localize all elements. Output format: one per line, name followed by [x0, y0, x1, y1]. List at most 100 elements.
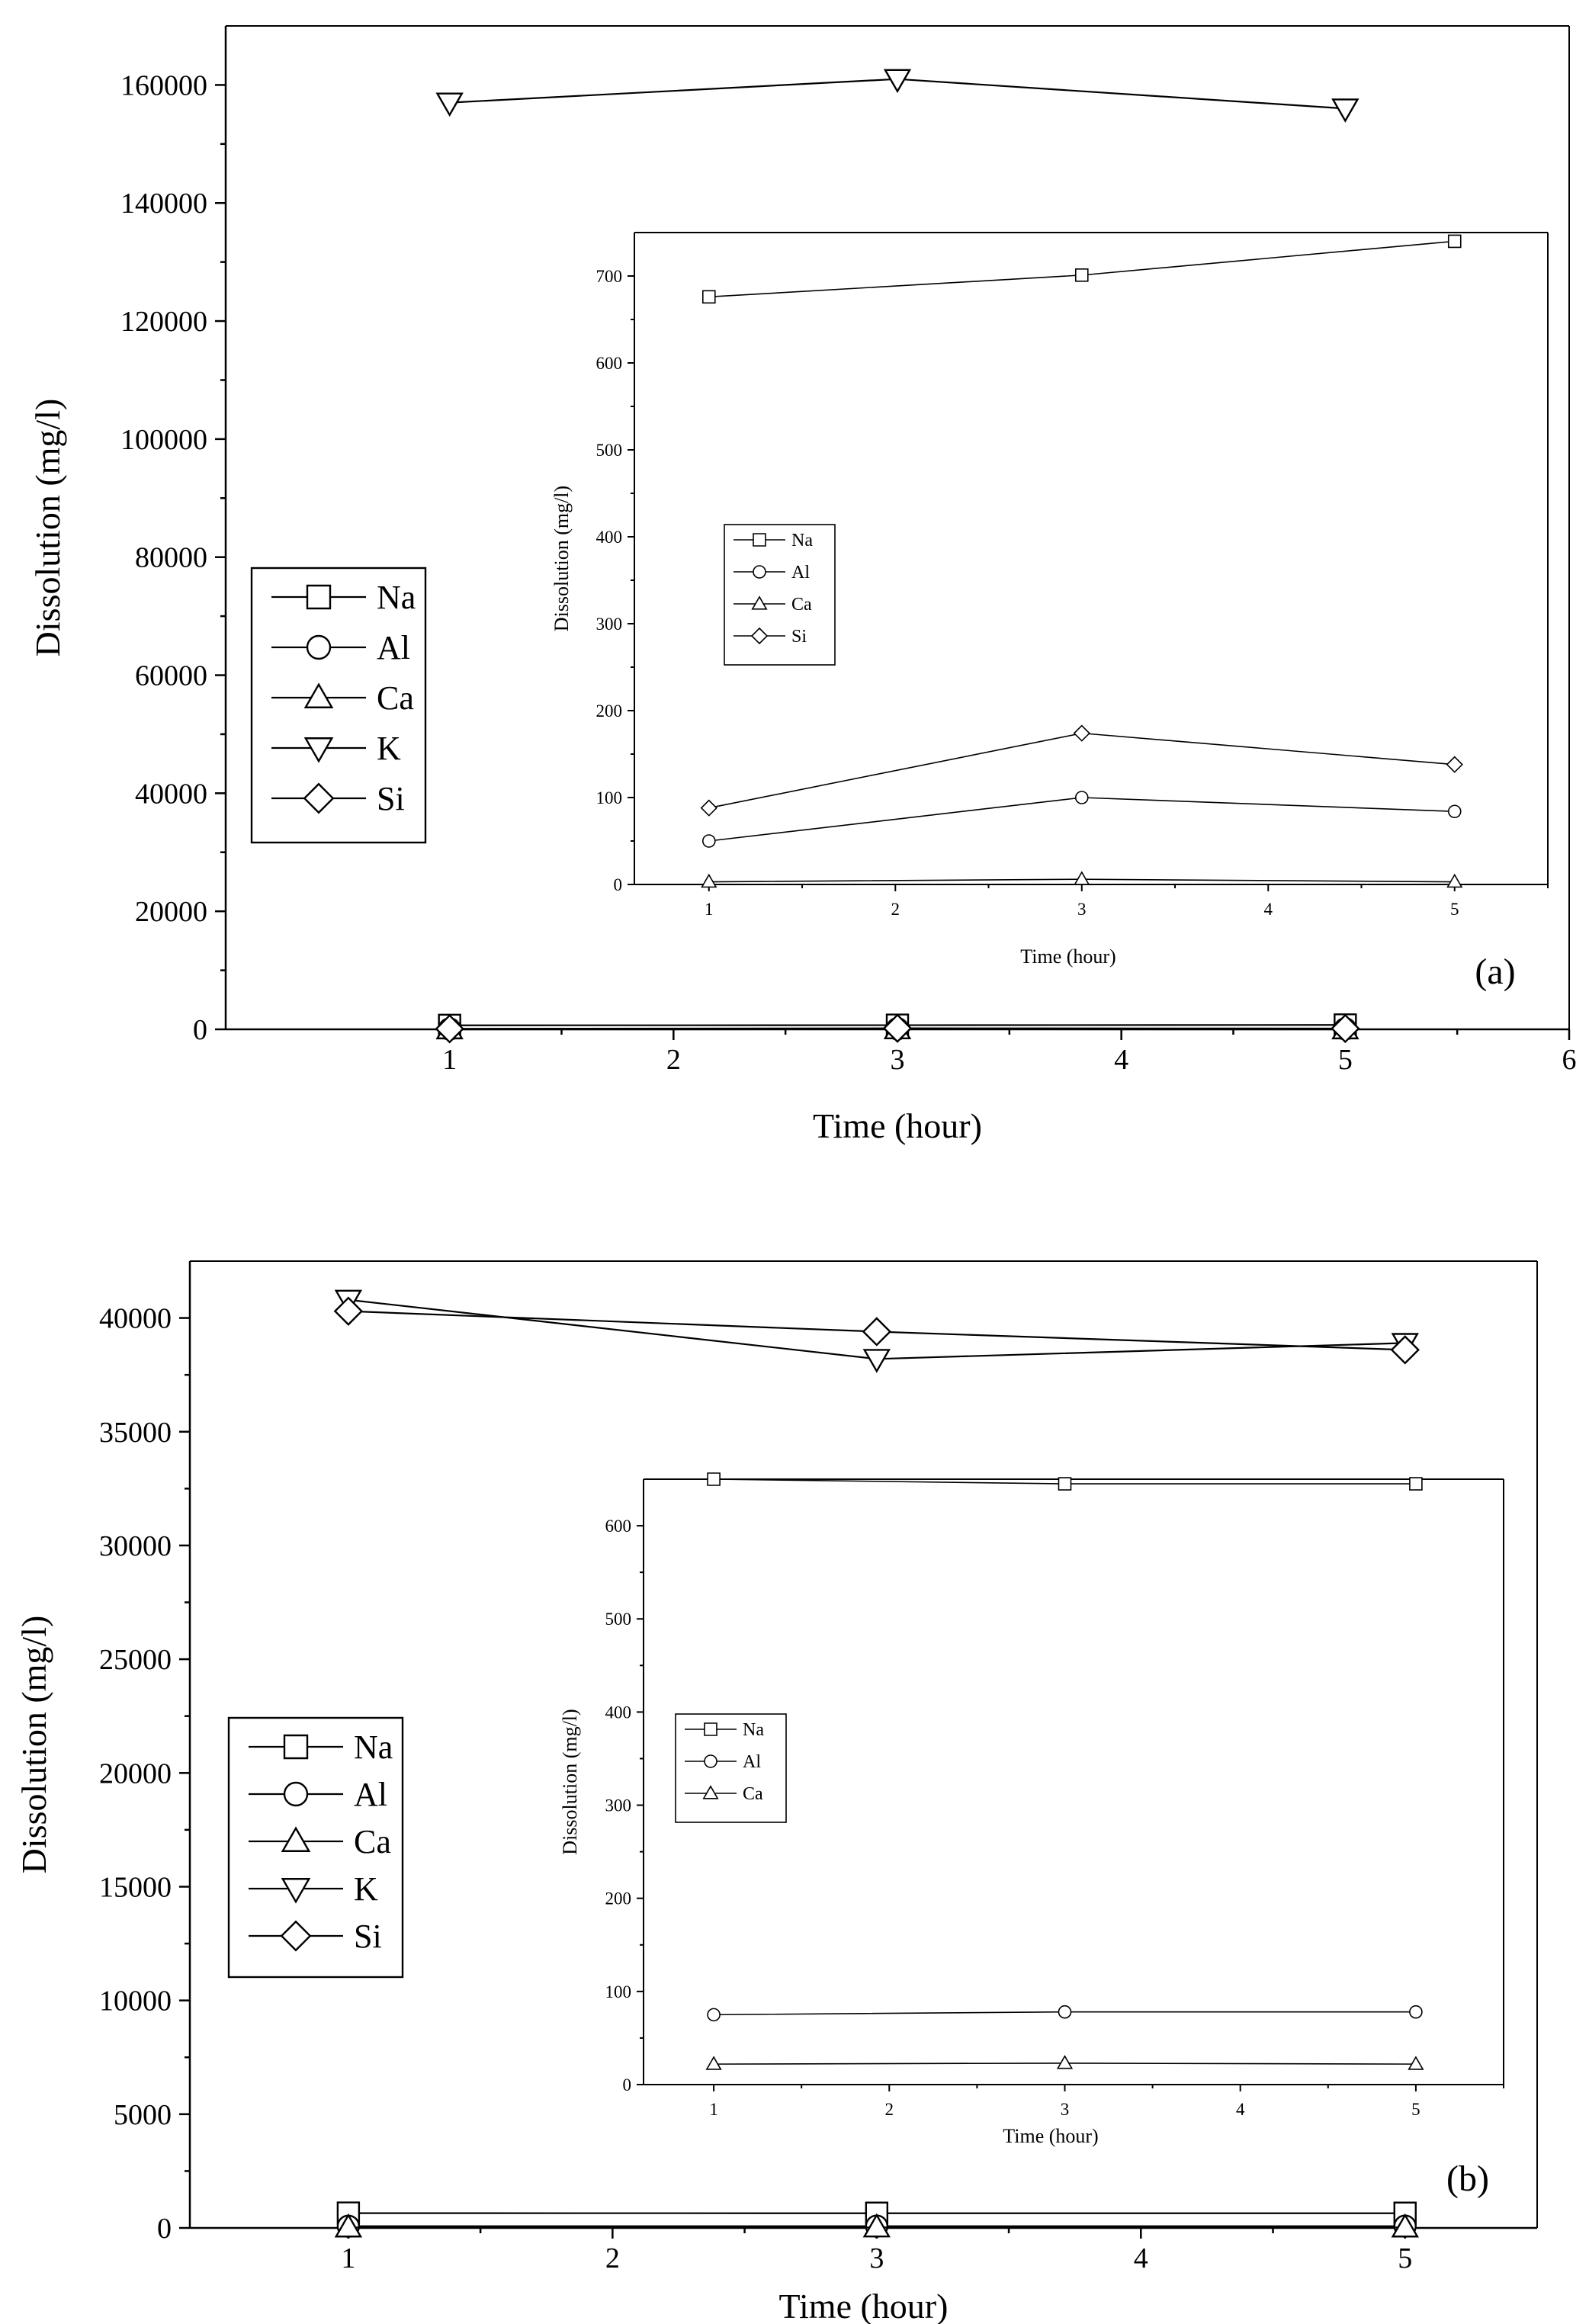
- inset-y-tick-label: 300: [605, 1796, 632, 1815]
- legend-marker-ca: [303, 682, 334, 708]
- legend-label-na: Na: [354, 1729, 393, 1766]
- inset-y-tick-label: 400: [605, 1703, 632, 1722]
- inset-data-point-ca: [701, 873, 717, 888]
- inset-x-tick-label: 3: [1077, 900, 1087, 919]
- inset-series-na: [707, 1472, 1423, 1491]
- data-point-ca: [862, 2213, 891, 2238]
- inset-legend: Na Al Ca: [675, 1713, 787, 1823]
- y-tick-label: 160000: [120, 69, 207, 101]
- legend-box: [250, 567, 427, 844]
- inset-x-tick-label: 2: [891, 900, 900, 919]
- inset-data-point-ca: [1446, 873, 1463, 888]
- inset-legend-marker-si: [750, 627, 769, 645]
- x-tick-label: 4: [1114, 1044, 1128, 1076]
- legend-marker-al: [283, 1781, 309, 1807]
- inset-legend-marker-al: [753, 565, 766, 579]
- inset-data-point-ca: [1074, 871, 1090, 885]
- y-tick-label: 40000: [135, 778, 207, 810]
- legend-marker-k: [281, 1878, 311, 1904]
- y-tick-label: 0: [157, 2213, 172, 2245]
- inset-y-tick-label: 500: [605, 1610, 632, 1629]
- inset-legend-label-ca: Ca: [791, 595, 812, 615]
- x-tick-label: 2: [605, 2242, 620, 2274]
- y-tick-label: 0: [193, 1014, 207, 1046]
- inset-data-point-si: [1446, 756, 1463, 773]
- inset-data-point-si: [700, 799, 717, 817]
- series-si: [333, 1296, 1420, 1365]
- inset-data-point-na: [707, 1472, 721, 1486]
- inset-y-tick-label: 100: [605, 1982, 632, 2001]
- y-tick-label: 40000: [99, 1303, 172, 1335]
- inset-y-tick-label: 0: [623, 2075, 632, 2094]
- inset-legend-marker-ca: [702, 1785, 719, 1799]
- inset-y-tick-label: 600: [596, 354, 623, 373]
- inset-y-tick-label: 400: [596, 528, 623, 547]
- inset-y-axis-title: Dissolution (mg/l): [559, 1709, 581, 1854]
- inset-y-tick-label: 600: [605, 1517, 632, 1536]
- y-tick-label: 35000: [99, 1417, 172, 1449]
- legend-marker-k: [303, 737, 334, 763]
- inset-data-point-na: [701, 290, 716, 304]
- y-axis-title: Dissolution (mg/l): [28, 399, 67, 657]
- x-tick-label: 1: [341, 2242, 355, 2274]
- y-tick-label: 60000: [135, 660, 207, 692]
- data-point-k: [1331, 98, 1359, 123]
- chart-panel-a: 0 20000 40000 60000 80000 100000 120000 140000 1…: [28, 25, 1577, 1145]
- inset-legend-label-si: Si: [791, 627, 807, 647]
- inset-legend: Na Al Ca Si: [724, 524, 836, 666]
- inset-series-si: [700, 724, 1463, 817]
- inset-legend-marker-na: [704, 1722, 717, 1736]
- inset-legend-label-ca: Ca: [743, 1784, 763, 1804]
- data-point-k: [435, 92, 464, 117]
- y-tick-label: 100000: [120, 424, 207, 456]
- inset-y-tick-label: 300: [596, 615, 623, 634]
- panel-label: (b): [1446, 2159, 1489, 2199]
- inset-x-tick-label: 1: [709, 2100, 718, 2119]
- inset-data-point-al: [701, 834, 716, 848]
- legend-marker-si: [303, 782, 335, 814]
- legend-label-si: Si: [377, 780, 405, 817]
- inset-y-tick-label: 200: [596, 701, 623, 721]
- data-point-ca: [1391, 2213, 1419, 2238]
- y-axis-title: Dissolution (mg/l): [14, 1616, 53, 1874]
- inset-legend-marker-na: [753, 533, 766, 547]
- legend-label-k: K: [377, 730, 401, 767]
- legend-label-ca: Ca: [377, 679, 414, 717]
- y-tick-label: 30000: [99, 1530, 172, 1562]
- inset-y-tick-label: 100: [596, 788, 623, 807]
- data-point-k: [883, 69, 912, 94]
- legend-box: [227, 1716, 404, 1979]
- inset-y-axis-title: Dissolution (mg/l): [551, 486, 573, 631]
- inset-x-tick-label: 1: [705, 900, 714, 919]
- inset-series-ca: [705, 2055, 1424, 2070]
- inset-x-tick-label: 5: [1450, 900, 1459, 919]
- x-tick-label: 2: [666, 1044, 681, 1076]
- inset-legend-label-na: Na: [791, 531, 813, 551]
- x-tick-label: 5: [1398, 2242, 1412, 2274]
- y-tick-label: 80000: [135, 542, 207, 574]
- inset-y-tick-label: 200: [605, 1889, 632, 1908]
- inset-y-tick-label: 700: [596, 267, 623, 286]
- inset-y-tick-label: 500: [596, 441, 623, 460]
- inset-data-point-al: [707, 2008, 721, 2022]
- inset-legend-label-al: Al: [791, 563, 810, 583]
- y-tick-label: 120000: [120, 306, 207, 338]
- inset-data-point-al: [1409, 2005, 1423, 2019]
- legend: Na Al Ca K Si: [250, 567, 427, 844]
- data-point-k: [862, 1349, 891, 1373]
- series-k: [435, 69, 1359, 123]
- inset-data-point-na: [1058, 1477, 1072, 1491]
- inset-x-tick-label: 5: [1411, 2100, 1420, 2119]
- data-point-si: [435, 1014, 464, 1044]
- y-tick-label: 140000: [120, 188, 207, 220]
- legend-label-al: Al: [377, 629, 410, 666]
- data-point-si: [1331, 1013, 1360, 1044]
- legend-label-k: K: [354, 1870, 378, 1908]
- y-tick-label: 25000: [99, 1644, 172, 1676]
- data-point-ca: [334, 2213, 363, 2238]
- inset-data-point-al: [1074, 791, 1089, 804]
- inset-series-ca: [701, 871, 1463, 888]
- inset-x-tick-label: 4: [1236, 2100, 1245, 2119]
- inset-x-axis-title: Time (hour): [1020, 945, 1116, 968]
- data-point-si: [882, 1013, 913, 1043]
